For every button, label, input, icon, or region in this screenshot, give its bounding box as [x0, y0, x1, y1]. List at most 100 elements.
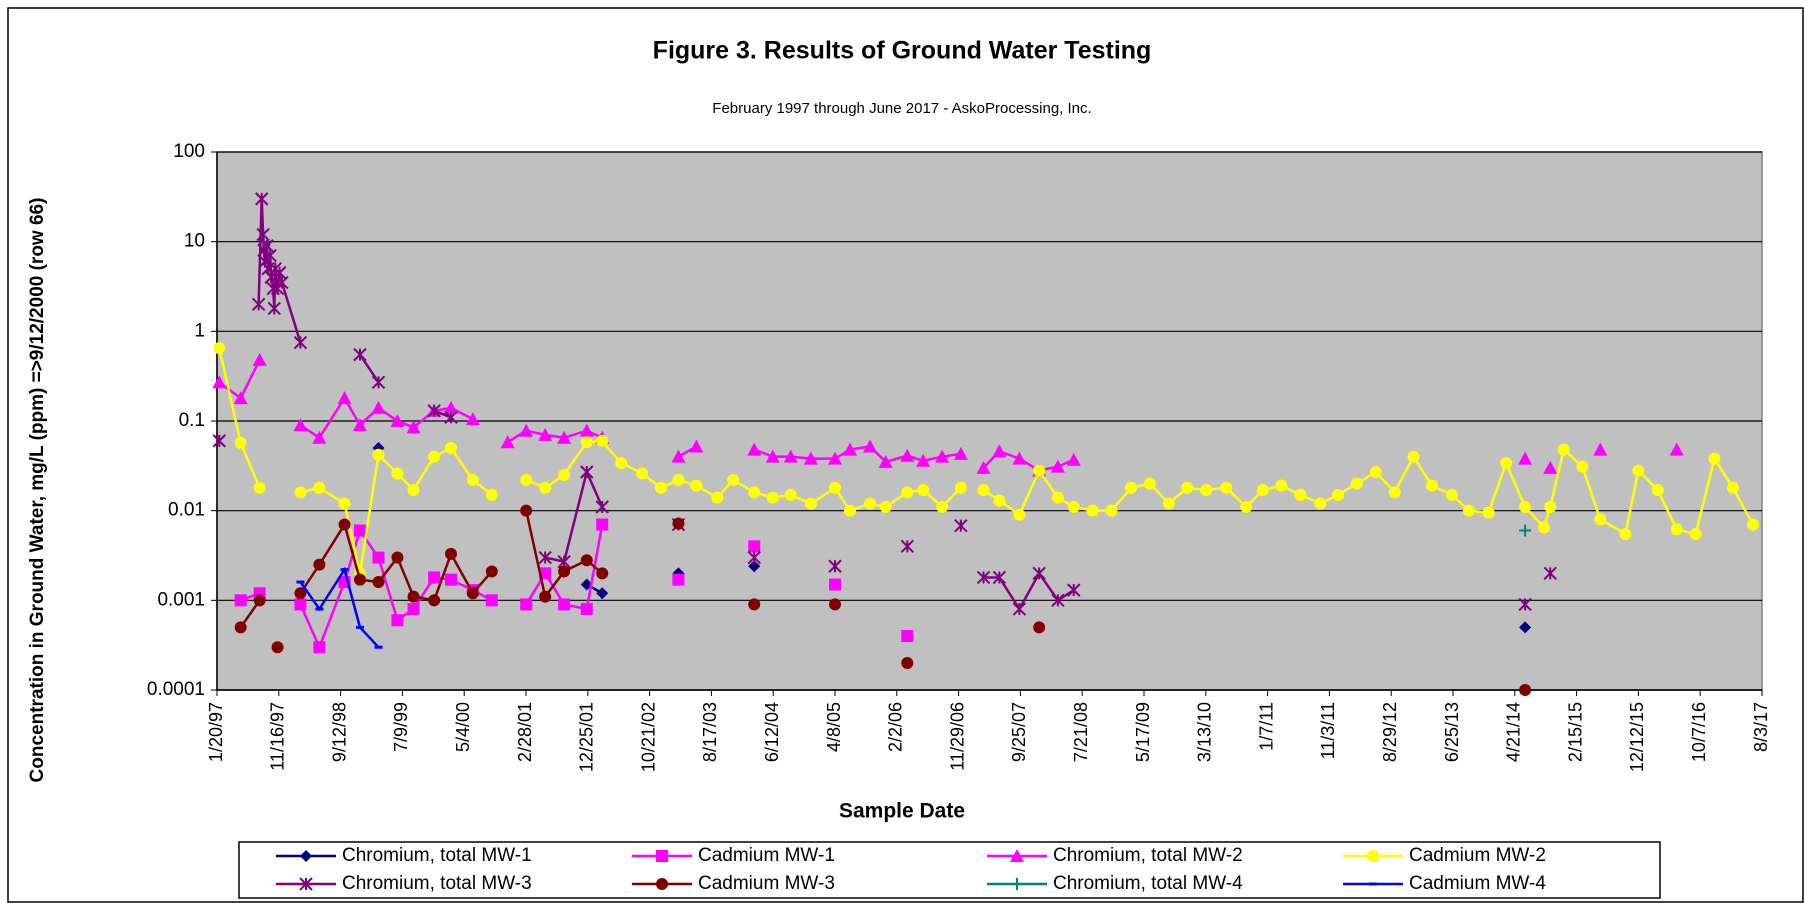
legend-label: Cadmium MW-4	[1409, 873, 1546, 894]
marker-circle	[485, 565, 498, 578]
marker-star	[444, 410, 458, 424]
marker-circle	[727, 473, 740, 486]
marker-triangle	[765, 449, 780, 463]
legend-label: Chromium, total MW-1	[342, 845, 532, 866]
marker-circle	[1670, 523, 1683, 536]
marker-star	[1518, 597, 1532, 612]
marker-circle	[1067, 500, 1080, 513]
marker-triangle	[953, 446, 968, 460]
marker-triangle	[992, 444, 1007, 458]
marker-square	[294, 598, 307, 611]
marker-triangle	[212, 375, 227, 389]
marker-circle	[1240, 500, 1253, 513]
marker-triangle	[1050, 459, 1065, 473]
chart-title: Figure 3. Results of Ground Water Testin…	[653, 37, 1152, 65]
marker-star	[1543, 566, 1557, 581]
marker-square	[558, 598, 571, 611]
marker-circle	[936, 500, 949, 513]
x-tick-label: 12/25/01	[577, 702, 597, 772]
marker-circle	[1425, 479, 1438, 492]
marker-circle	[372, 576, 385, 589]
marker-circle	[1367, 850, 1379, 862]
marker-star	[251, 297, 266, 312]
marker-plus	[1519, 524, 1532, 537]
marker-circle	[656, 878, 668, 890]
marker-square	[391, 614, 404, 627]
x-tick-label: 8/17/03	[700, 702, 720, 762]
marker-triangle	[500, 435, 515, 449]
marker-dash	[340, 568, 349, 572]
marker-triangle	[1010, 849, 1024, 862]
marker-square	[580, 603, 593, 616]
x-tick-label: 4/8/05	[824, 702, 844, 752]
marker-star	[272, 266, 287, 280]
marker-triangle	[557, 430, 572, 444]
marker-circle	[1746, 518, 1759, 531]
marker-star	[954, 518, 968, 533]
marker-square	[539, 567, 552, 580]
x-tick-label: 5/4/00	[453, 702, 473, 752]
marker-square	[748, 540, 761, 553]
marker-circle	[1632, 464, 1645, 477]
marker-dash	[374, 645, 383, 649]
marker-circle	[1594, 513, 1607, 526]
marker-circle	[1369, 465, 1382, 478]
marker-star	[595, 500, 609, 514]
legend-label: Chromium, total MW-2	[1053, 845, 1243, 866]
legend-label: Cadmium MW-1	[698, 845, 835, 866]
marker-circle	[558, 468, 571, 481]
y-tick-label: 1	[194, 320, 205, 341]
marker-circle	[1143, 477, 1156, 490]
marker-triangle	[1669, 442, 1684, 456]
marker-circle	[580, 436, 593, 449]
marker-circle	[1200, 484, 1213, 497]
x-tick-label: 11/3/11	[1318, 702, 1338, 759]
marker-circle	[844, 504, 857, 517]
marker-circle	[313, 481, 326, 494]
marker-circle	[520, 504, 533, 517]
marker-circle	[253, 594, 266, 607]
marker-triangle	[371, 400, 386, 414]
marker-circle	[1051, 491, 1064, 504]
marker-circle	[313, 558, 326, 571]
marker-star	[267, 301, 281, 316]
x-tick-label: 2/28/01	[515, 702, 535, 762]
marker-circle	[445, 547, 458, 560]
marker-circle	[1294, 488, 1307, 501]
marker-circle	[1033, 621, 1046, 634]
marker-diamond	[596, 587, 609, 600]
marker-square	[353, 524, 366, 537]
y-tick-label: 0.1	[179, 410, 205, 431]
marker-circle	[520, 473, 533, 486]
marker-circle	[1726, 481, 1739, 494]
marker-circle	[690, 479, 703, 492]
marker-circle	[1651, 484, 1664, 497]
marker-square	[656, 850, 668, 862]
x-tick-label: 9/12/98	[329, 702, 349, 762]
marker-circle	[466, 587, 479, 600]
marker-circle	[901, 657, 914, 670]
marker-square	[901, 630, 914, 643]
marker-circle	[1162, 497, 1175, 510]
marker-circle	[784, 488, 797, 501]
marker-star	[275, 275, 289, 290]
marker-circle	[1332, 488, 1345, 501]
marker-circle	[954, 481, 967, 494]
marker-circle	[766, 491, 779, 504]
marker-circle	[748, 486, 761, 499]
marker-circle	[271, 641, 284, 654]
marker-circle	[1482, 506, 1495, 519]
marker-triangle	[352, 418, 367, 432]
marker-star	[992, 570, 1007, 585]
marker-circle	[1350, 477, 1363, 490]
marker-star	[263, 248, 277, 263]
marker-circle	[253, 481, 266, 494]
marker-square	[407, 603, 420, 616]
x-tick-label: 4/21/14	[1504, 702, 1524, 762]
marker-circle	[829, 598, 841, 611]
marker-star	[1032, 566, 1046, 581]
marker-square	[445, 573, 458, 586]
marker-circle	[1033, 464, 1046, 477]
marker-circle	[1557, 443, 1570, 456]
